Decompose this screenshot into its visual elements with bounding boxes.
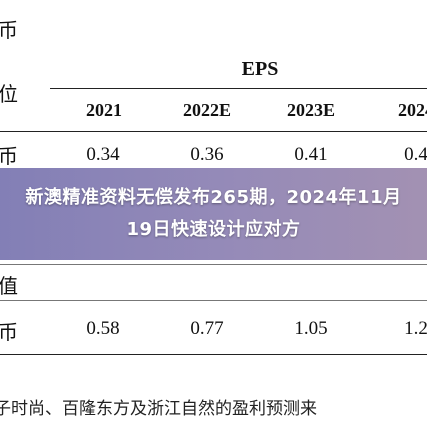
unit-header: 位 [0,82,18,106]
table-cell: 1.2 [404,318,427,339]
table-bottom-rule [0,354,427,355]
column-header-rule [0,131,427,132]
year-header-2021: 2021 [86,100,122,120]
row-label-value: 值 [0,274,18,298]
row-rule [0,300,427,301]
year-header-2022e: 2022E [182,100,231,120]
table-cell: 0.36 [190,144,224,165]
row-label-currency-1: 币 [0,144,18,168]
table-cell: 0.41 [294,144,328,165]
table-cell: 1.05 [294,318,328,339]
table-cell: 0.34 [86,144,120,165]
row-label-currency-2: 币 [0,320,18,344]
article-title-banner: 新澳精准资料无偿发布265期，2024年11月19日快速设计应对方 [0,168,427,260]
header-rule [50,88,427,89]
year-header-2024: 2024 [398,100,427,120]
table-cell: 0.77 [190,318,224,339]
row-rule [0,264,427,265]
year-header-2023e: 2023E [286,100,335,120]
banner-title: 新澳精准资料无偿发布265期，2024年11月19日快速设计应对方 [25,187,402,240]
table-cell: 0.58 [86,318,120,339]
table-cell: 0.4 [404,144,427,165]
table-top-fragment: 币 [0,18,18,42]
source-footnote: 子时尚、百隆东方及浙江自然的盈利预测来 [0,399,317,419]
eps-group-header: EPS [241,58,279,80]
